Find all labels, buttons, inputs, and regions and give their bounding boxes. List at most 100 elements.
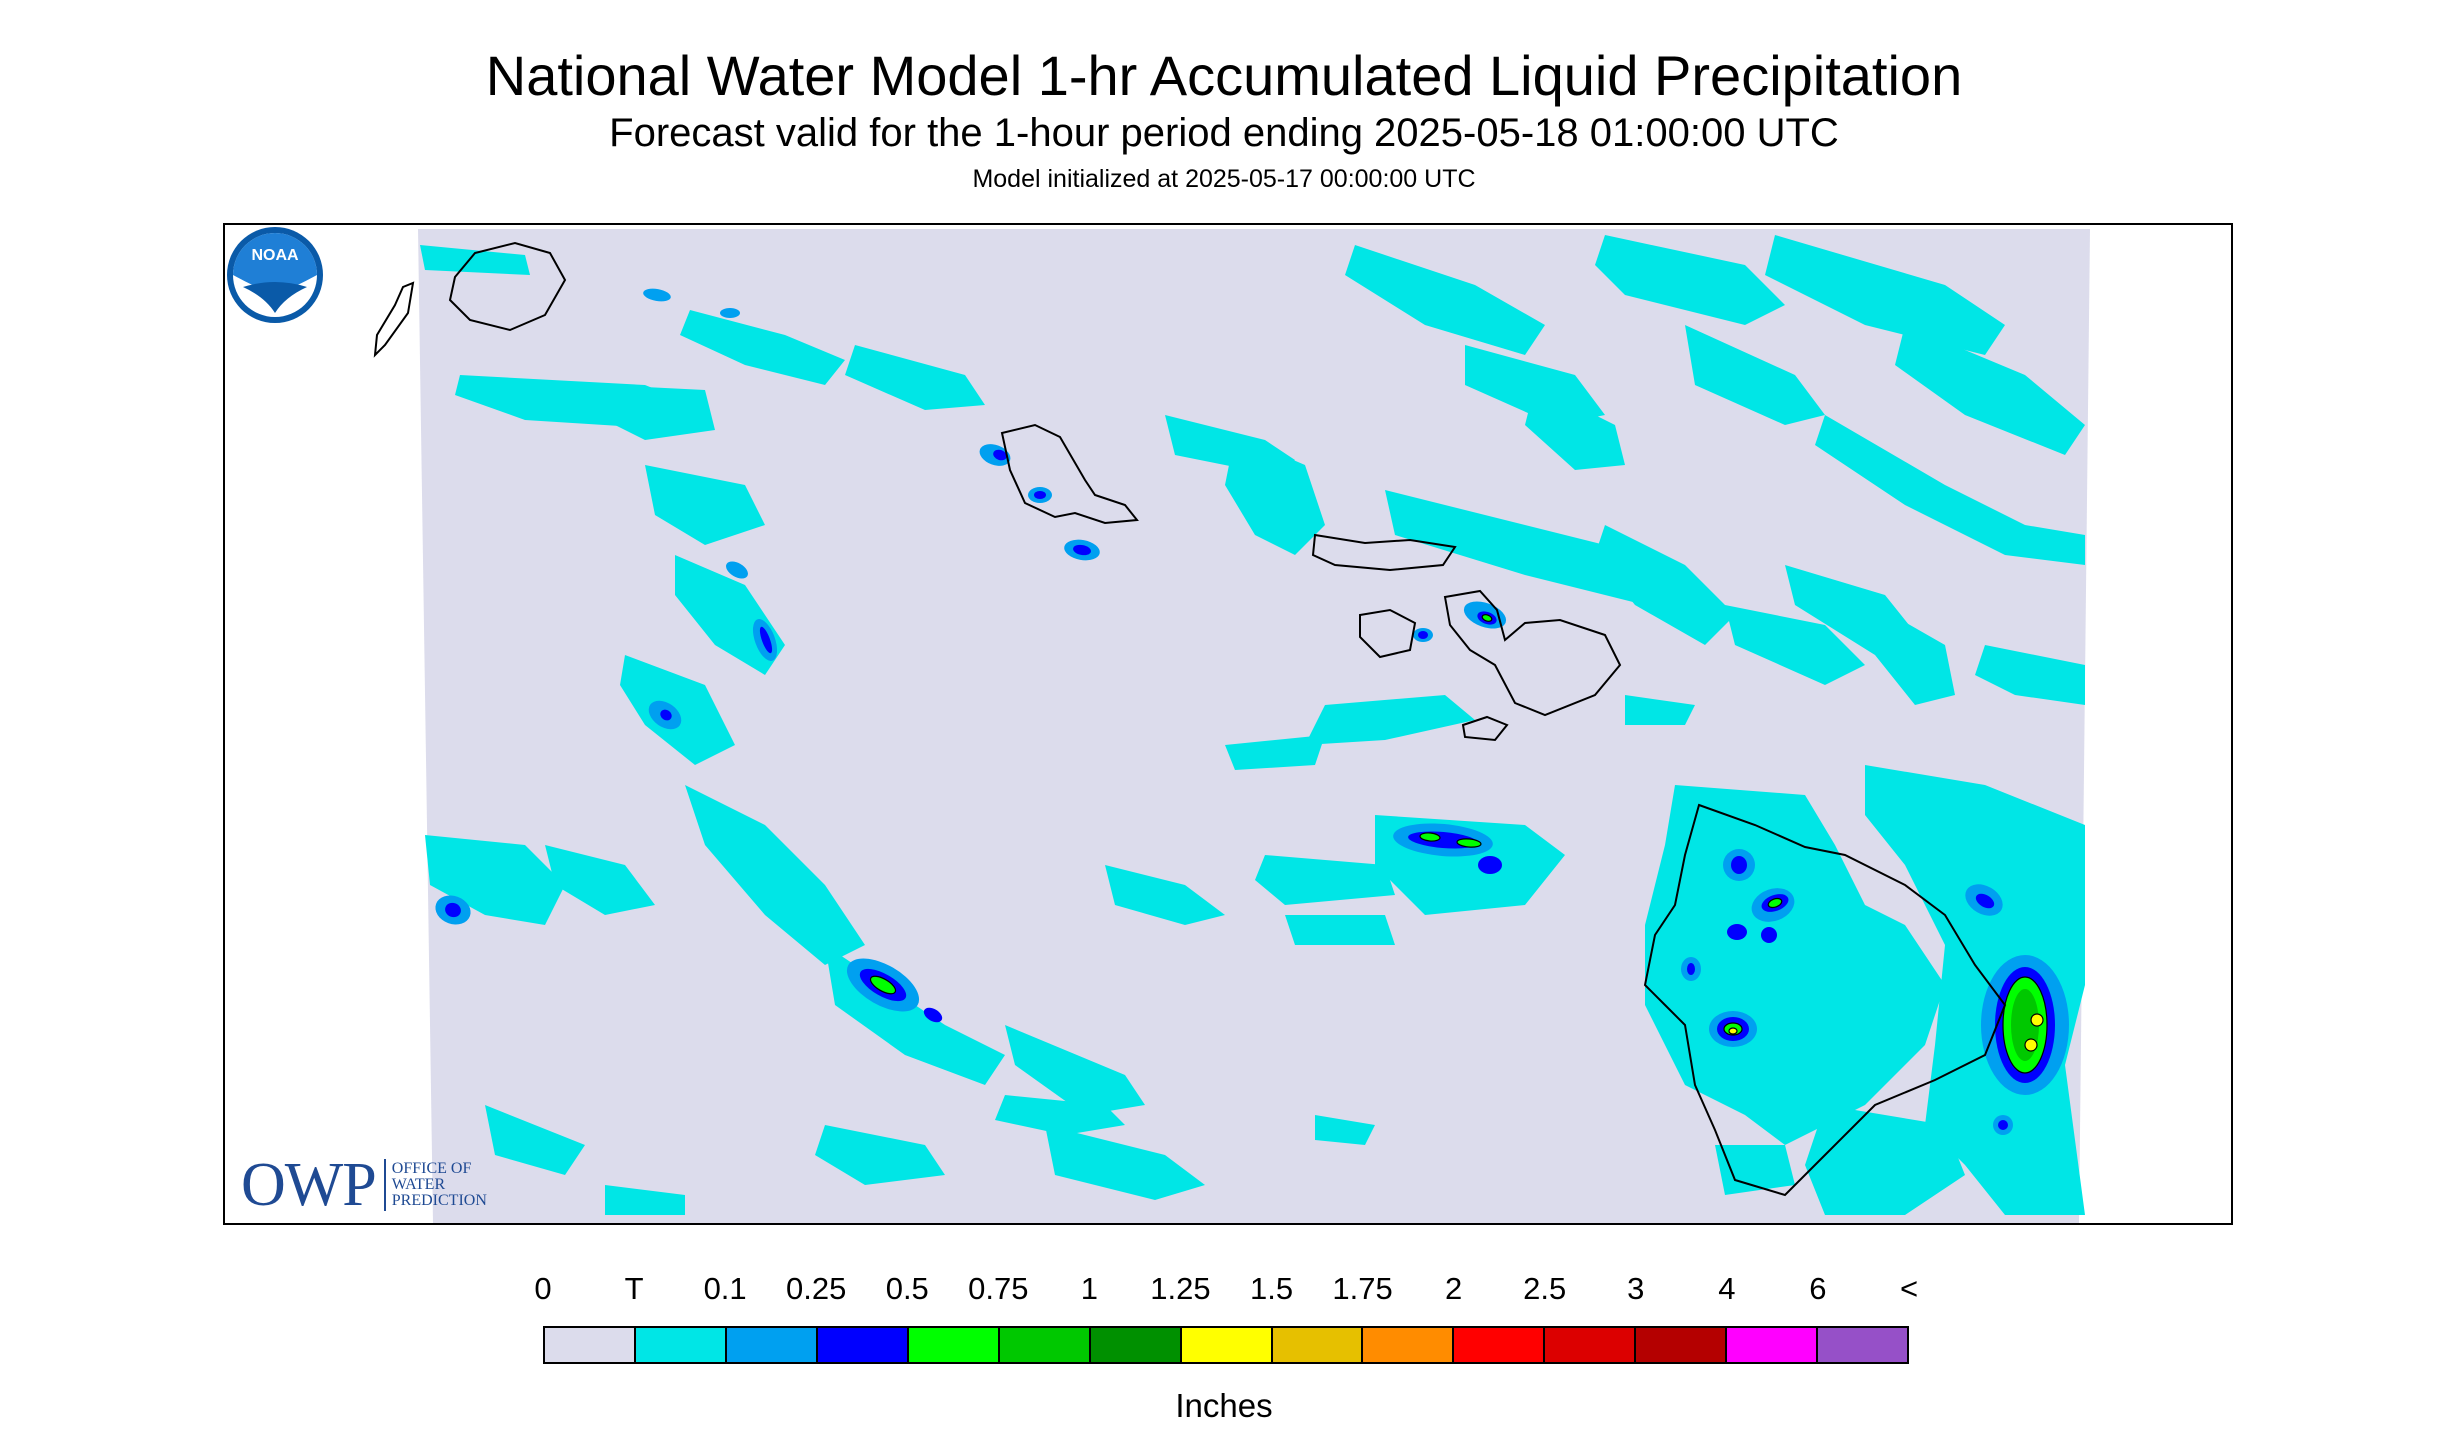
precip-band (1595, 525, 1735, 645)
precip-core (660, 709, 672, 721)
precip-band (1725, 605, 1865, 685)
precip-band (1315, 1115, 1375, 1145)
precip-core (726, 561, 748, 579)
coastlines-layer (373, 241, 2007, 1197)
legend-swatch (1545, 1328, 1637, 1362)
legend-label: 0.75 (968, 1271, 1029, 1306)
precip-band (1685, 325, 1825, 425)
precip-core (1767, 897, 1783, 909)
precip-core (1456, 838, 1482, 848)
precip-band (620, 655, 735, 765)
precip-band (1385, 490, 1685, 605)
precip-core (1687, 963, 1695, 975)
owp-divider (383, 1159, 386, 1211)
legend-swatch (817, 1328, 909, 1362)
precip-core (720, 308, 740, 318)
precip-core (1998, 1120, 2008, 1130)
precip-band (1225, 735, 1325, 770)
legend-swatch (635, 1328, 727, 1362)
legend-label: 2.5 (1523, 1271, 1567, 1306)
precip-band (815, 1125, 945, 1185)
noaa-sky (233, 233, 317, 295)
precip-core (993, 449, 1007, 461)
precip-band (680, 310, 845, 385)
coastline-kahoolawe (1461, 715, 1509, 742)
map-canvas (373, 229, 2090, 1223)
precip-core (923, 1007, 943, 1023)
precip-band (425, 835, 565, 925)
precip-band (1285, 915, 1395, 945)
precip-band (685, 785, 865, 965)
model-init-line: Model initialized at 2025-05-17 00:00:00… (972, 165, 1476, 193)
precip-band (1785, 565, 1925, 655)
precip-band (1045, 1125, 1205, 1200)
precip-core (869, 975, 897, 995)
legend-label: 1.5 (1249, 1271, 1294, 1306)
precip-core (2030, 1013, 2044, 1027)
owp-line-1: OFFICE OF (391, 1160, 472, 1177)
noaa-text: NOAA (251, 247, 299, 264)
precip-core (1478, 856, 1502, 874)
precip-core (1419, 832, 1441, 842)
legend-swatch (1454, 1328, 1546, 1362)
legend-swatch (545, 1328, 636, 1362)
precip-core (1731, 856, 1747, 874)
precip-core (1034, 491, 1046, 499)
coastline-molokai (1311, 533, 1457, 572)
precip-core (445, 902, 461, 918)
legend-units: Inches (1175, 1387, 1273, 1424)
precip-band (1765, 235, 2005, 355)
owp-line-3: PREDICTION (391, 1192, 487, 1209)
legend-label: 0.25 (786, 1271, 847, 1306)
precip-band (605, 1185, 685, 1215)
coastline-oahu (1000, 423, 1139, 525)
coastline-lanai (1359, 608, 1417, 659)
precip-band (845, 345, 985, 410)
legend-swatch (1727, 1328, 1819, 1362)
legend-label: 0.5 (885, 1271, 929, 1306)
precip-band (1715, 1145, 1795, 1195)
legend-swatch (726, 1328, 818, 1362)
legend-label: 4 (1718, 1271, 1736, 1306)
precip-core (759, 626, 773, 654)
precip-band (595, 385, 715, 440)
owp-wordmark: OFFICE OF WATER PREDICTION (392, 1161, 487, 1209)
legend-labels: 0 T 0.1 0.25 0.5 0.75 1 1.25 1.5 1.75 2 2.5 3 4 6 < (0, 1270, 2448, 1310)
noaa-wave (243, 282, 307, 313)
legend-swatch (1818, 1328, 1908, 1362)
legend-swatch (999, 1328, 1091, 1362)
precip-band (995, 1095, 1125, 1135)
precip-core (1481, 614, 1493, 622)
coastline-niihau (373, 281, 415, 358)
precip-band (1255, 855, 1395, 905)
precip-core (1728, 1027, 1738, 1035)
legend-label: 1.25 (1150, 1271, 1211, 1306)
precip-band (1595, 235, 1785, 325)
legend-label: 1.75 (1332, 1271, 1393, 1306)
legend-swatch (1363, 1328, 1455, 1362)
precip-band (1625, 695, 1695, 725)
precip-band (1975, 645, 2085, 705)
precip-core (1418, 631, 1428, 639)
precip-core (1073, 544, 1091, 556)
precip-band (1805, 1105, 1965, 1215)
legend-swatch (1636, 1328, 1728, 1362)
coastline-hawaii (1643, 803, 2007, 1197)
precip-core (643, 288, 671, 302)
legend-label: < (1899, 1271, 1919, 1306)
owp-line-2: WATER (391, 1176, 446, 1193)
owp-mark: OWP (241, 1151, 377, 1219)
legend-label: 2 (1445, 1271, 1463, 1306)
precip-band (645, 465, 765, 545)
precip-band (1225, 435, 1325, 555)
legend-swatch (1090, 1328, 1182, 1362)
legend-swatch (908, 1328, 1000, 1362)
chart-title: National Water Model 1-hr Accumulated Li… (485, 44, 1963, 107)
precip-band (1645, 785, 1945, 1145)
coastline-kauai (448, 241, 567, 332)
precip-band (1815, 415, 2085, 565)
precip-band (485, 1105, 585, 1175)
precip-band (1305, 695, 1475, 745)
legend-label: 0.1 (703, 1271, 747, 1306)
precip-band (1525, 385, 1625, 470)
